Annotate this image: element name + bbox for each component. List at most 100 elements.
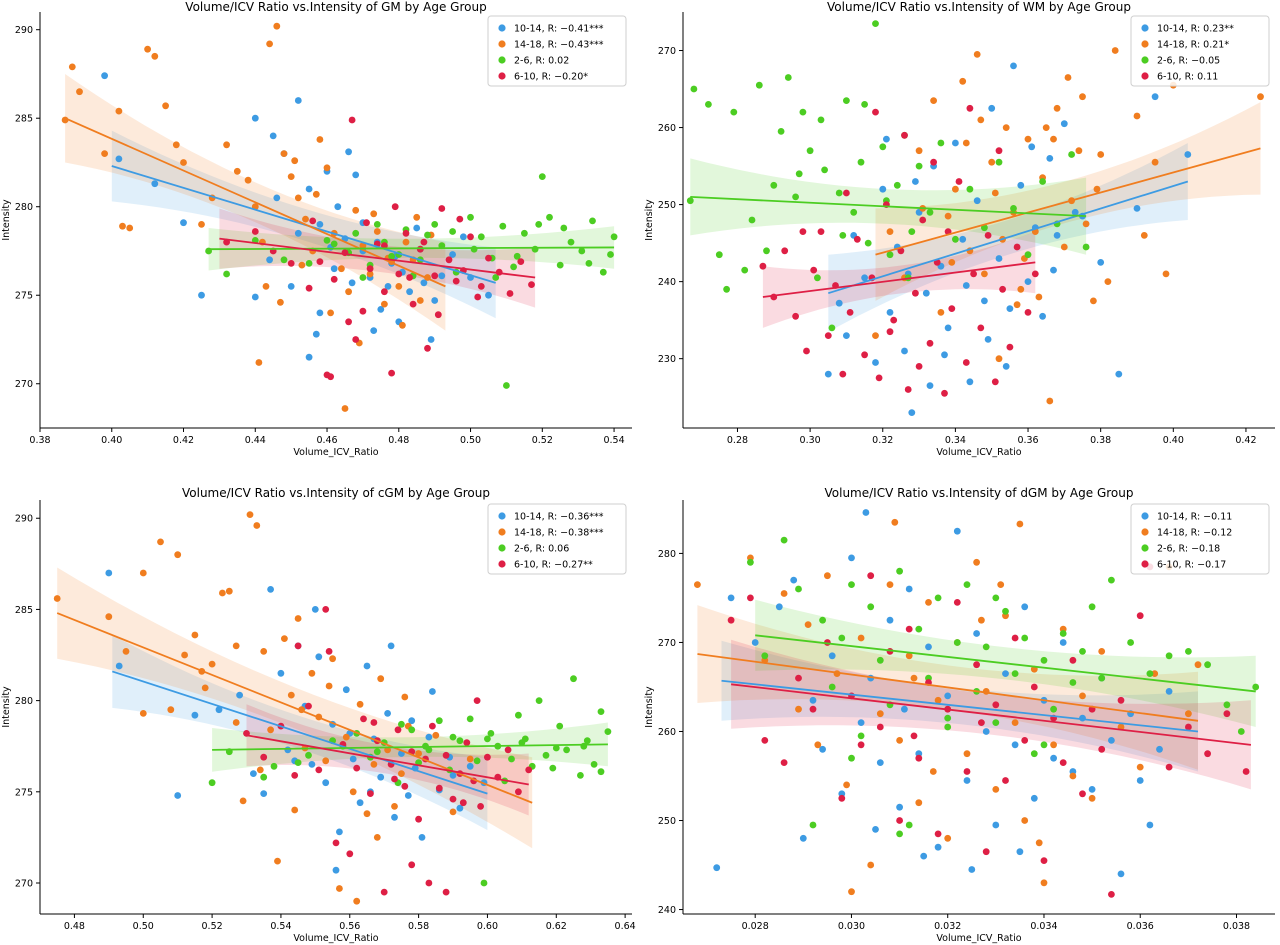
- legend-marker: [1141, 560, 1149, 568]
- x-tick-label: 0.52: [202, 921, 223, 932]
- data-point: [316, 309, 324, 317]
- data-point: [896, 817, 903, 824]
- data-point: [978, 719, 985, 726]
- data-point: [395, 283, 403, 290]
- y-tick-label: 270: [658, 638, 676, 649]
- data-point: [973, 51, 981, 58]
- data-point: [1140, 232, 1148, 239]
- data-point: [886, 616, 894, 624]
- data-point: [1088, 794, 1096, 802]
- data-point: [449, 772, 457, 779]
- data-point: [1156, 745, 1163, 753]
- data-point: [1117, 870, 1125, 878]
- data-point: [879, 185, 887, 193]
- data-point: [1021, 737, 1029, 744]
- data-point: [953, 527, 961, 535]
- data-point: [420, 238, 428, 246]
- data-point: [934, 594, 942, 602]
- data-point: [799, 108, 807, 116]
- data-point: [690, 85, 698, 93]
- data-point: [848, 754, 855, 762]
- data-point: [332, 839, 340, 847]
- data-point: [872, 826, 879, 833]
- x-tick-label: 0.38: [1090, 435, 1111, 446]
- data-point: [1223, 701, 1231, 709]
- data-point: [198, 291, 205, 299]
- data-point: [934, 696, 942, 704]
- data-point: [977, 324, 985, 332]
- data-point: [886, 251, 894, 259]
- data-point: [416, 297, 424, 304]
- data-point: [233, 167, 241, 175]
- data-point: [570, 675, 577, 683]
- data-point: [528, 281, 535, 288]
- data-point: [1115, 370, 1123, 378]
- data-point: [431, 272, 439, 280]
- data-point: [139, 569, 147, 577]
- data-point: [948, 259, 956, 266]
- data-point: [338, 265, 345, 273]
- data-point: [747, 594, 754, 602]
- data-point: [876, 710, 884, 718]
- data-point: [839, 370, 847, 378]
- legend-marker: [498, 72, 506, 80]
- data-point: [515, 711, 522, 719]
- data-point: [504, 746, 512, 754]
- data-point: [953, 599, 961, 606]
- regression-line-10-14: [828, 180, 1189, 295]
- data-point: [915, 162, 923, 170]
- data-point: [1079, 648, 1086, 655]
- chart-panel-4: 0.028 0.030 0.032 0.034 0.036 0.038 240 250 260 2…: [644, 486, 1275, 944]
- data-point: [126, 224, 134, 232]
- data-point: [828, 324, 836, 332]
- legend-entry: 14-18, R: −0.43***: [514, 40, 604, 51]
- data-point: [359, 242, 367, 250]
- data-point: [492, 274, 500, 281]
- y-tick-label: 250: [658, 816, 676, 827]
- data-point: [294, 759, 302, 766]
- data-point: [901, 347, 908, 355]
- data-point: [1093, 185, 1101, 193]
- data-point: [219, 589, 226, 597]
- data-point: [970, 270, 977, 278]
- data-point: [466, 755, 474, 763]
- data-point: [1039, 178, 1046, 185]
- legend-marker: [1141, 512, 1149, 520]
- data-point: [915, 754, 923, 762]
- x-tick-label: 0.36: [1017, 435, 1038, 446]
- data-point: [795, 170, 803, 178]
- data-point: [105, 613, 113, 621]
- data-point: [962, 282, 970, 289]
- data-point: [1031, 270, 1039, 278]
- legend: 10-14, R: −0.36*** 14-18, R: −0.38*** 2-6,…: [487, 503, 627, 575]
- data-point: [332, 866, 340, 874]
- data-point: [277, 669, 285, 677]
- data-point: [781, 247, 789, 255]
- data-point: [995, 355, 1003, 363]
- data-point: [370, 210, 378, 218]
- data-point: [463, 739, 471, 746]
- data-point: [538, 173, 546, 181]
- y-axis-label: Intensity: [1, 686, 12, 728]
- data-point: [308, 761, 316, 768]
- data-point: [810, 266, 818, 274]
- data-point: [861, 274, 868, 282]
- data-point: [473, 757, 481, 765]
- data-point: [274, 857, 281, 865]
- x-tick-label: 0.42: [1235, 435, 1256, 446]
- regression-line-14-18: [875, 147, 1261, 256]
- data-point: [814, 274, 821, 282]
- data-point: [431, 221, 439, 228]
- data-point: [872, 20, 879, 27]
- data-point: [1011, 670, 1019, 677]
- data-point: [174, 551, 182, 559]
- data-point: [438, 272, 446, 280]
- data-point: [370, 761, 378, 768]
- data-point: [473, 697, 481, 704]
- data-point: [459, 799, 467, 807]
- data-point: [1257, 93, 1264, 101]
- legend-entry: 2-6, R: 0.02: [514, 56, 569, 67]
- data-point: [341, 405, 349, 412]
- data-point: [404, 792, 412, 799]
- data-point: [349, 755, 357, 763]
